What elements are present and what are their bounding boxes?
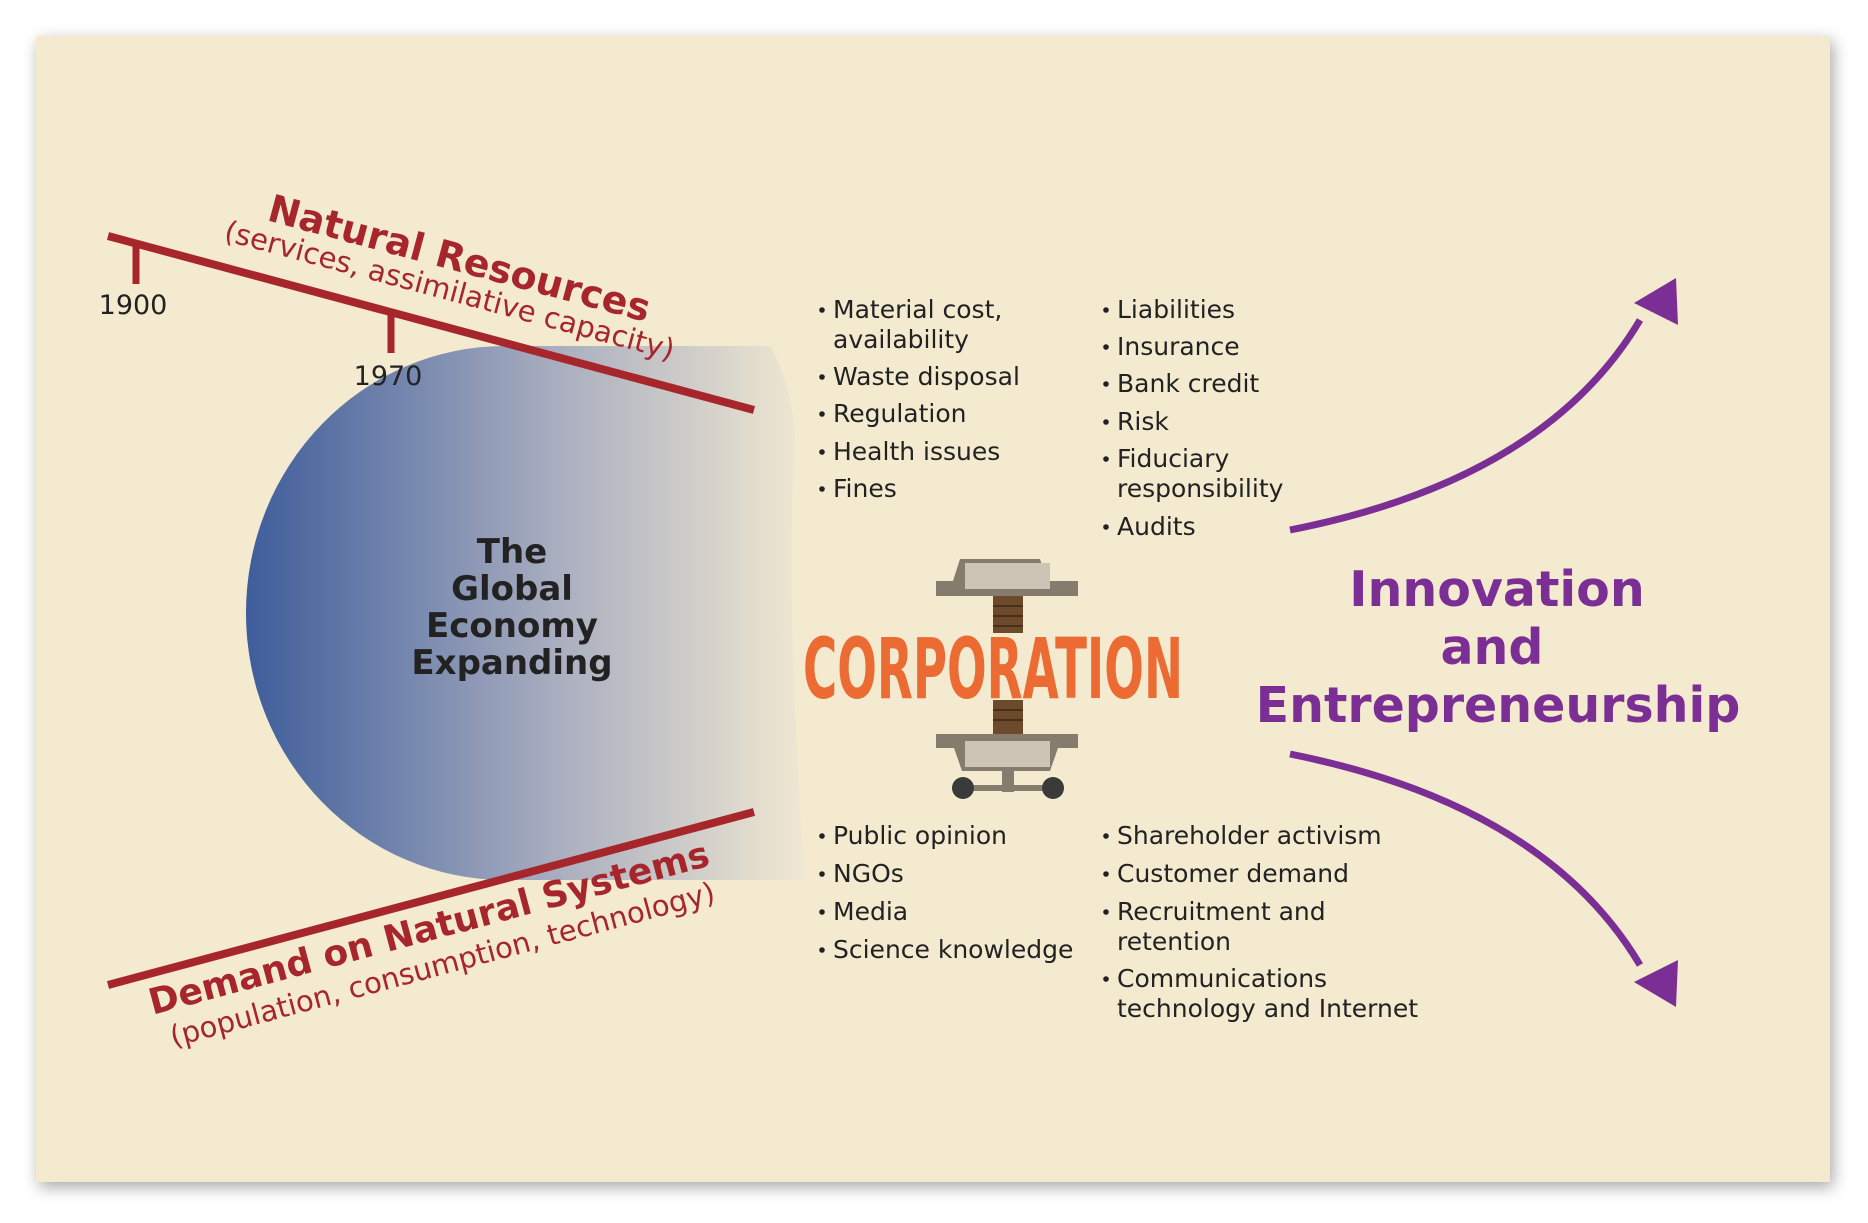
tick-label-1970: 1970: [354, 361, 423, 392]
bullet-icon: [1103, 307, 1109, 313]
innovation-label-line: Innovation: [1349, 561, 1644, 618]
bullet-icon: [819, 947, 825, 953]
pressure-item: Recruitment and: [1117, 897, 1326, 926]
pressure-item: Insurance: [1117, 332, 1240, 361]
pressure-item: responsibility: [1117, 474, 1284, 503]
bullet-icon: [819, 374, 825, 380]
pressure-item: Liabilities: [1117, 295, 1235, 324]
bullet-icon: [1103, 456, 1109, 462]
bullet-icon: [1103, 419, 1109, 425]
bullet-icon: [819, 307, 825, 313]
press-top-pad: [965, 563, 1050, 589]
innovation-arrow-down: [1289, 750, 1644, 967]
innovation-label: Innovation and Entrepreneurship: [1256, 561, 1741, 734]
global-economy-label: The Global Economy Expanding: [411, 532, 612, 683]
bullet-icon: [1103, 976, 1109, 982]
pressure-item: Audits: [1117, 512, 1196, 541]
global-economy-sphere: [245, 346, 805, 880]
press-wheel-left: [952, 777, 974, 799]
bullet-icon: [1103, 381, 1109, 387]
innovation-arrow-up: [1289, 318, 1644, 534]
pressure-item: technology and Internet: [1117, 994, 1418, 1023]
pressure-item: Fiduciary: [1117, 444, 1230, 473]
innovation-arrow-up-head: [1634, 278, 1678, 325]
pressure-item: Regulation: [833, 399, 967, 428]
press-wheel-right: [1042, 777, 1064, 799]
press-top: [936, 559, 1078, 633]
bullet-icon: [819, 833, 825, 839]
sphere-label-line: The: [477, 532, 547, 572]
bullet-icon: [1103, 871, 1109, 877]
pressure-list-top-left: Material cost,availability Waste disposal…: [819, 295, 1020, 503]
bullet-icon: [1103, 909, 1109, 915]
sphere-label-line: Economy: [426, 606, 598, 646]
bullet-icon: [819, 486, 825, 492]
pressure-item: Material cost,: [833, 295, 1002, 324]
bullet-icon: [1103, 524, 1109, 530]
innovation-arrow-down-head: [1634, 960, 1678, 1007]
bullet-icon: [1103, 344, 1109, 350]
bullet-icon: [819, 871, 825, 877]
innovation-label-line: and: [1440, 619, 1543, 676]
pressure-item: Communications: [1117, 964, 1327, 993]
tick-label-1900: 1900: [99, 290, 168, 321]
press-bottom: [936, 700, 1078, 799]
pressure-item: Media: [833, 897, 908, 926]
innovation-label-line: Entrepreneurship: [1256, 677, 1741, 734]
pressure-item: Public opinion: [833, 821, 1007, 850]
pressure-item: NGOs: [833, 859, 904, 888]
pressure-item: Science knowledge: [833, 935, 1073, 964]
pressure-item: Health issues: [833, 437, 1000, 466]
pressure-item: Waste disposal: [833, 362, 1020, 391]
pressure-list-bottom-right: Shareholder activism Customer demand Recru…: [1103, 821, 1418, 1023]
pressure-item: availability: [833, 325, 969, 354]
press-bottom-bolt: [993, 700, 1023, 734]
pressure-item: Customer demand: [1117, 859, 1349, 888]
pressure-item: Risk: [1117, 407, 1169, 436]
pressure-list-bottom-left: Public opinion NGOs Media Science knowledge: [819, 821, 1073, 964]
bullet-icon: [819, 449, 825, 455]
pressure-item: retention: [1117, 927, 1231, 956]
press-bottom-pad: [965, 741, 1050, 767]
pressure-item: Fines: [833, 474, 897, 503]
pressure-list-top-right: Liabilities Insurance Bank credit Risk Fiduc…: [1103, 295, 1284, 541]
sphere-label-line: Global: [451, 569, 573, 609]
natural-resources-line: [106, 232, 756, 414]
bullet-icon: [819, 411, 825, 417]
bullet-icon: [819, 909, 825, 915]
bullet-icon: [1103, 833, 1109, 839]
demand-line: [106, 808, 756, 989]
sphere-label-line: Expanding: [411, 643, 612, 683]
pressure-item: Shareholder activism: [1117, 821, 1382, 850]
pressure-item: Bank credit: [1117, 369, 1259, 398]
